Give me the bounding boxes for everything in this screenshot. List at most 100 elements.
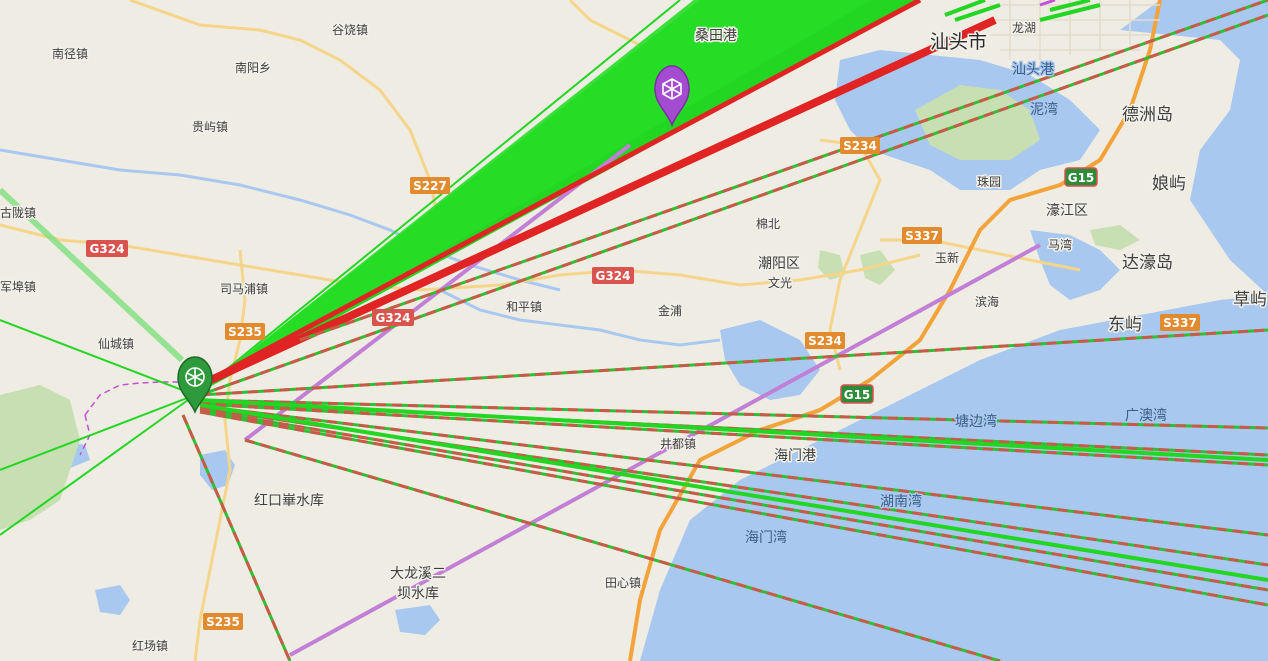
road-shield-g324-east: G324 xyxy=(372,309,414,326)
place-heping-zhen: 和平镇 xyxy=(506,300,542,314)
place-guyao-zhen: 谷饶镇 xyxy=(332,23,368,37)
place-junbu-zhen: 军埠镇 xyxy=(0,280,36,294)
green-link xyxy=(0,319,196,396)
green-link xyxy=(0,394,196,471)
dashed-link-red xyxy=(199,398,1268,430)
road-shield-g324-west: G324 xyxy=(86,240,128,257)
place-chaoyang-qu: 潮阳区 xyxy=(758,256,800,272)
place-nanyang-xiang: 南阳乡 xyxy=(235,60,271,75)
place-wenguang: 文光 xyxy=(768,275,792,290)
place-zhuyuan: 珠园 xyxy=(977,175,1001,189)
svg-text:G15: G15 xyxy=(844,388,871,402)
dashed-link-red xyxy=(244,438,1001,661)
place-honglu-reservoir: 红口崋水库 xyxy=(254,493,324,509)
place-niangyu: 娘屿 xyxy=(1152,174,1186,194)
resistance-portal-icon xyxy=(185,367,205,387)
place-dalongxi-1: 大龙溪二 xyxy=(390,566,446,582)
purple-link-fragment xyxy=(1039,0,1056,7)
svg-text:S227: S227 xyxy=(413,179,447,193)
green-link-wide xyxy=(0,187,185,363)
dashed-link-red xyxy=(199,13,1268,397)
dalongxi-reservoir-water xyxy=(395,605,440,635)
place-dalongxi-2: 坝水库 xyxy=(397,586,439,602)
east-harbour xyxy=(1120,0,1268,295)
haojiang-park xyxy=(1090,225,1140,250)
place-hongchang-zhen: 红场镇 xyxy=(132,638,168,653)
honglu-reservoir-water xyxy=(200,450,235,490)
place-guangao-wan: 广澳湾 xyxy=(1125,407,1167,424)
svg-text:S234: S234 xyxy=(843,139,877,153)
svg-text:S235: S235 xyxy=(206,615,240,629)
south-sea xyxy=(640,295,1268,661)
road-shield-s235-south: S235 xyxy=(203,613,243,630)
green-portal-marker[interactable] xyxy=(177,356,213,414)
hongchang-water xyxy=(95,585,130,615)
green-link xyxy=(0,394,196,536)
place-dahao-dao: 达濠岛 xyxy=(1122,253,1173,273)
svg-text:S235: S235 xyxy=(228,325,262,339)
svg-text:G324: G324 xyxy=(90,242,125,256)
red-link xyxy=(198,16,997,389)
place-guiyu-zhen: 贵屿镇 xyxy=(192,120,228,134)
road-shields: S227 G324 G324 G324 S235 S235 S234 S234 xyxy=(86,137,1200,630)
dashed-link-red xyxy=(299,0,1268,342)
red-link xyxy=(198,0,922,388)
place-niwan: 泥湾 xyxy=(1030,101,1058,118)
place-haimen-wan: 海门湾 xyxy=(745,529,787,546)
place-haojiang-qu: 濠江区 xyxy=(1046,202,1088,219)
place-jinpu: 金浦 xyxy=(658,303,682,318)
place-dezhou-dao: 德洲岛 xyxy=(1122,105,1173,125)
purple-portal-marker[interactable] xyxy=(654,65,690,128)
svg-text:G324: G324 xyxy=(376,311,411,325)
place-gulong-zhen: 古陇镇 xyxy=(0,205,36,220)
dashed-link-red xyxy=(199,408,1268,592)
enlightened-portal-icon xyxy=(662,78,682,100)
road-shield-g15-south: G15 xyxy=(840,384,874,404)
place-mianbei: 棉北 xyxy=(756,217,780,231)
road-shield-s235-north: S235 xyxy=(225,323,265,340)
place-xiancheng-zhen: 仙城镇 xyxy=(98,337,134,351)
road-s235 xyxy=(193,249,247,661)
green-link-fragments xyxy=(944,0,1101,22)
place-binhai: 滨海 xyxy=(975,294,999,309)
place-longhu: 龙湖 xyxy=(1012,20,1036,35)
place-dongyu: 东屿 xyxy=(1108,315,1142,335)
place-jingdu-zhen: 井都镇 xyxy=(660,437,696,451)
river-north xyxy=(0,148,561,292)
dashed-link-red xyxy=(199,404,1268,537)
place-mawan: 马湾 xyxy=(1048,237,1072,252)
place-tianxin-zhen: 田心镇 xyxy=(605,576,641,590)
road-shield-g15-north: G15 xyxy=(1064,167,1098,187)
place-haimen-gang: 海门港 xyxy=(774,448,816,464)
place-yuxin: 玉新 xyxy=(935,250,959,265)
dashed-link-red xyxy=(199,410,1268,607)
svg-text:G324: G324 xyxy=(596,269,631,283)
dashed-link-red xyxy=(181,414,292,661)
road-shield-s337-east: S337 xyxy=(1160,314,1200,331)
road-shield-s234-north: S234 xyxy=(840,137,880,154)
place-shantou-shi: 汕头市 xyxy=(930,31,987,53)
road-shield-g324-mid: G324 xyxy=(592,267,634,284)
chaoyang-park-2 xyxy=(860,250,895,285)
haojiang-inlet xyxy=(1030,230,1120,300)
dashed-link-red xyxy=(199,402,1268,467)
green-heavy-link xyxy=(199,398,1268,462)
road-shield-s337-west: S337 xyxy=(902,227,942,244)
purple-link xyxy=(289,243,1041,657)
svg-text:G15: G15 xyxy=(1068,171,1095,185)
road-shield-s234-south: S234 xyxy=(805,332,845,349)
svg-text:S337: S337 xyxy=(905,229,939,243)
green-link xyxy=(194,0,681,396)
west-forest xyxy=(0,385,80,530)
place-hunan-wan: 湖南湾 xyxy=(880,493,922,510)
place-caoyu: 草屿 xyxy=(1233,290,1267,310)
svg-text:S234: S234 xyxy=(808,334,842,348)
place-nanjing-zhen: 南径镇 xyxy=(52,46,88,61)
road-s227 xyxy=(129,0,442,231)
river-mid xyxy=(439,288,721,347)
place-sima-pu-zhen: 司马浦镇 xyxy=(220,282,268,296)
place-tangbian-wan: 塘边湾 xyxy=(955,413,997,430)
